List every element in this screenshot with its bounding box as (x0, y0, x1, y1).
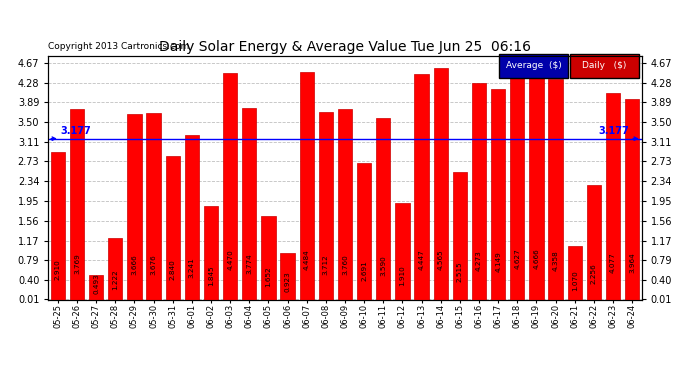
Bar (262, 216, 275, 300)
Title: Daily Solar Energy & Average Value Tue Jun 25  06:16: Daily Solar Energy & Average Value Tue J… (159, 40, 531, 54)
Text: 2.910: 2.910 (55, 259, 61, 280)
Text: 1.652: 1.652 (266, 267, 271, 287)
Text: 3.769: 3.769 (74, 254, 80, 274)
Text: 0.923: 0.923 (284, 271, 290, 292)
Text: 4.484: 4.484 (304, 249, 310, 270)
Bar (338, 109, 352, 300)
Bar (529, 63, 544, 300)
Bar (586, 186, 601, 300)
Text: 3.177: 3.177 (598, 126, 629, 136)
Bar (606, 93, 620, 300)
Bar (376, 118, 391, 300)
Bar (568, 246, 582, 300)
Bar (625, 99, 640, 300)
Text: 4.666: 4.666 (533, 248, 540, 269)
Bar (108, 238, 123, 300)
Text: 3.760: 3.760 (342, 254, 348, 274)
Text: 2.840: 2.840 (170, 260, 176, 280)
Bar (146, 113, 161, 300)
Text: 3.241: 3.241 (189, 257, 195, 278)
Text: 0.493: 0.493 (93, 274, 99, 294)
Bar (472, 83, 486, 300)
Bar (415, 74, 428, 300)
Text: 1.845: 1.845 (208, 266, 214, 286)
Text: 4.273: 4.273 (476, 251, 482, 272)
Bar (453, 172, 467, 300)
Bar (204, 206, 218, 300)
Bar (89, 275, 104, 300)
Bar (127, 114, 141, 300)
Text: 4.358: 4.358 (553, 250, 559, 271)
Text: 3.676: 3.676 (150, 254, 157, 275)
Bar (357, 164, 371, 300)
Text: 3.177: 3.177 (61, 126, 92, 136)
Bar (50, 152, 65, 300)
Text: 4.470: 4.470 (227, 249, 233, 270)
Text: 2.691: 2.691 (361, 260, 367, 281)
Bar (280, 253, 295, 300)
Text: Daily   ($): Daily ($) (582, 62, 627, 70)
Text: 3.712: 3.712 (323, 254, 329, 275)
Bar (299, 72, 314, 300)
Bar (166, 156, 180, 300)
Text: 3.590: 3.590 (380, 255, 386, 276)
Bar (433, 68, 448, 300)
Text: 4.447: 4.447 (419, 250, 424, 270)
Text: 4.077: 4.077 (610, 252, 616, 273)
Text: Average  ($): Average ($) (506, 62, 561, 70)
Text: 3.666: 3.666 (131, 254, 137, 275)
Text: 1.070: 1.070 (572, 270, 578, 291)
Text: 3.774: 3.774 (246, 254, 253, 274)
Bar (223, 73, 237, 300)
Bar (549, 79, 563, 300)
Bar (491, 89, 505, 300)
Bar (70, 109, 84, 300)
Text: 2.515: 2.515 (457, 261, 463, 282)
Bar (185, 135, 199, 300)
Text: 2.256: 2.256 (591, 263, 597, 284)
Text: Copyright 2013 Cartronics.com: Copyright 2013 Cartronics.com (48, 42, 190, 51)
Bar (395, 203, 410, 300)
FancyBboxPatch shape (571, 54, 639, 78)
Text: 4.565: 4.565 (437, 249, 444, 270)
Text: 4.149: 4.149 (495, 251, 501, 272)
Bar (242, 108, 257, 300)
Text: 4.627: 4.627 (514, 249, 520, 269)
Text: 1.910: 1.910 (400, 265, 406, 286)
Bar (319, 111, 333, 300)
FancyBboxPatch shape (500, 54, 568, 78)
Text: 3.964: 3.964 (629, 252, 635, 273)
Bar (510, 65, 524, 300)
Text: 1.222: 1.222 (112, 269, 118, 290)
